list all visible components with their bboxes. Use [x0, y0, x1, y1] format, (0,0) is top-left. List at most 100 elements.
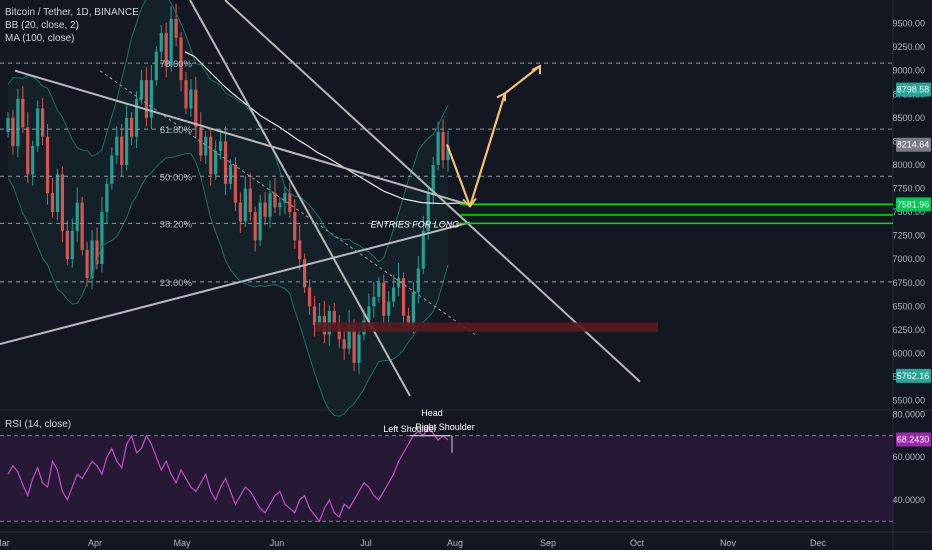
x-tick-label-mar: Mar	[0, 538, 10, 548]
fib-level-label: 50.00%	[160, 172, 193, 183]
candle-body	[436, 131, 440, 165]
candle-body	[288, 193, 292, 213]
entries-for-long-label: ENTRIES FOR LONG	[371, 219, 460, 229]
candle-body	[223, 141, 228, 184]
candle-body	[367, 306, 371, 321]
rsi-tick-label: 80.0000	[892, 409, 925, 419]
rsi-right-shoulder-label: Right Shoulder	[415, 422, 475, 432]
candle-body	[100, 212, 104, 264]
price-badge-label: 5762.16	[897, 371, 930, 381]
y-tick-label-8500: 8500.00	[892, 113, 925, 123]
rsi-line	[7, 426, 449, 523]
candle-body	[278, 202, 282, 208]
price-badge	[896, 197, 931, 212]
price-badge-label: 7581.96	[897, 199, 930, 209]
candle-body	[129, 117, 134, 137]
price-badge	[896, 137, 931, 152]
candle-body	[16, 98, 20, 147]
rsi-tick-label: 40.0000	[892, 495, 925, 505]
candle-body	[258, 202, 262, 241]
x-tick-label-aug: Aug	[447, 538, 463, 548]
x-tick-label-oct: Oct	[630, 538, 645, 548]
candle-body	[273, 193, 277, 208]
candle-body	[312, 306, 317, 326]
candle-body	[134, 98, 139, 137]
y-tick-label-6000: 6000.00	[892, 348, 925, 358]
candle-body	[268, 193, 272, 217]
candle-body	[21, 98, 25, 128]
candle-body	[214, 150, 218, 175]
y-tick-label-9250: 9250.00	[892, 42, 925, 52]
candle-body	[204, 136, 208, 156]
candle-body	[243, 188, 247, 222]
support-zone	[315, 322, 658, 332]
projection-arrow-1	[445, 143, 472, 207]
y-tick-label-6750: 6750.00	[892, 278, 925, 288]
candle-body	[31, 146, 35, 175]
x-tick-label-dec: Dec	[810, 538, 827, 548]
candle-body	[298, 240, 302, 260]
candle-body	[70, 230, 74, 260]
rsi-left-shoulder-label: Left Shoulder	[383, 424, 437, 434]
y-tick-label-7750: 7750.00	[892, 184, 925, 194]
candle-body	[377, 282, 381, 297]
descending-trendline-long	[224, 0, 641, 383]
candle-body	[392, 287, 396, 302]
legend-ma: MA (100, close)	[5, 33, 75, 44]
y-tick-label-9500: 9500.00	[892, 19, 925, 29]
candle-body	[75, 202, 79, 231]
candle-body	[209, 136, 213, 175]
legend-rsi: RSI (14, close)	[5, 419, 72, 430]
ma-100-line	[184, 51, 461, 205]
candle-body	[95, 240, 99, 264]
candle-body	[411, 292, 415, 326]
candle-body	[372, 296, 376, 307]
candle-body	[154, 51, 158, 81]
candle-body	[238, 202, 242, 222]
projection-arrowhead-1	[462, 197, 477, 208]
candle-body	[406, 315, 411, 326]
fib-level-label: 61.80%	[160, 125, 193, 136]
x-tick-label-sep: Sep	[540, 538, 556, 548]
candle-body	[233, 164, 238, 203]
bollinger-upper	[7, 0, 449, 263]
candle-body	[332, 311, 336, 326]
ascending-trendline	[0, 221, 471, 345]
x-tick-label-nov: Nov	[720, 538, 737, 548]
candle-body	[218, 141, 223, 151]
candle-body	[85, 249, 89, 279]
price-axis-panel	[893, 0, 932, 550]
candle-body	[317, 315, 322, 326]
candle-body	[307, 287, 312, 307]
rsi-tick-label: 60.0000	[892, 452, 925, 462]
candle-body	[228, 164, 233, 184]
candle-body	[139, 80, 144, 99]
rsi-badge	[896, 432, 931, 447]
projection-arrowhead-3	[531, 64, 541, 74]
candle-body	[441, 131, 445, 161]
y-tick-label-8000: 8000.00	[892, 160, 925, 170]
candle-body	[396, 278, 401, 288]
price-badge-label: 8798.58	[897, 85, 930, 95]
y-tick-label-6250: 6250.00	[892, 325, 925, 335]
rsi-band-fill	[0, 435, 893, 522]
rsi-head-label: Head	[421, 408, 443, 418]
candle-body	[194, 89, 198, 128]
candle-body	[184, 80, 188, 109]
fib-level-label: 78.60%	[160, 59, 193, 70]
candle-body	[352, 325, 356, 363]
price-badge	[896, 82, 931, 97]
candle-body	[431, 164, 435, 194]
candle-body	[248, 188, 252, 213]
candle-body	[26, 127, 30, 175]
candle-body	[120, 136, 124, 165]
candle-body	[303, 259, 307, 288]
legend-bb: BB (20, close, 2)	[5, 20, 79, 31]
candle-body	[387, 301, 391, 316]
candle-body	[105, 183, 109, 213]
candle-body	[179, 37, 183, 81]
candle-body	[426, 193, 430, 231]
candle-body	[144, 80, 149, 118]
x-tick-label-may: May	[173, 538, 191, 548]
